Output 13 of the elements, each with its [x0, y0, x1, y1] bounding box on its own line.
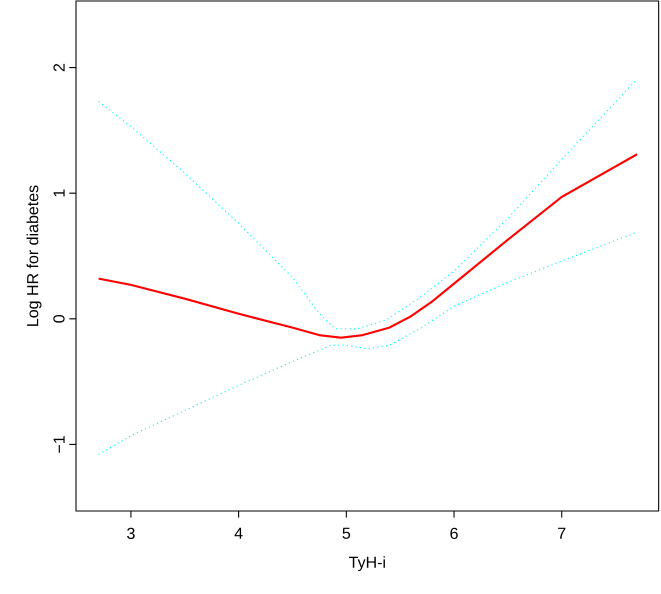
y-tick-label: 0: [53, 314, 65, 323]
y-tick-label: 1: [54, 190, 65, 196]
line-series: [98, 78, 638, 330]
x-tick-label: 4: [234, 528, 243, 539]
y-tick-label: −1: [54, 436, 65, 453]
x-tick-label: 5: [342, 528, 350, 539]
x-axis-title: TyH-i: [349, 556, 385, 572]
y-axis-title: Log HR for diabetes: [26, 185, 42, 326]
x-tick-label: 7: [558, 528, 566, 539]
line-series: [98, 153, 638, 339]
x-tick-label: 6: [450, 528, 458, 540]
x-tick-label: 3: [127, 528, 135, 540]
y-tick-label: 2: [53, 64, 65, 72]
